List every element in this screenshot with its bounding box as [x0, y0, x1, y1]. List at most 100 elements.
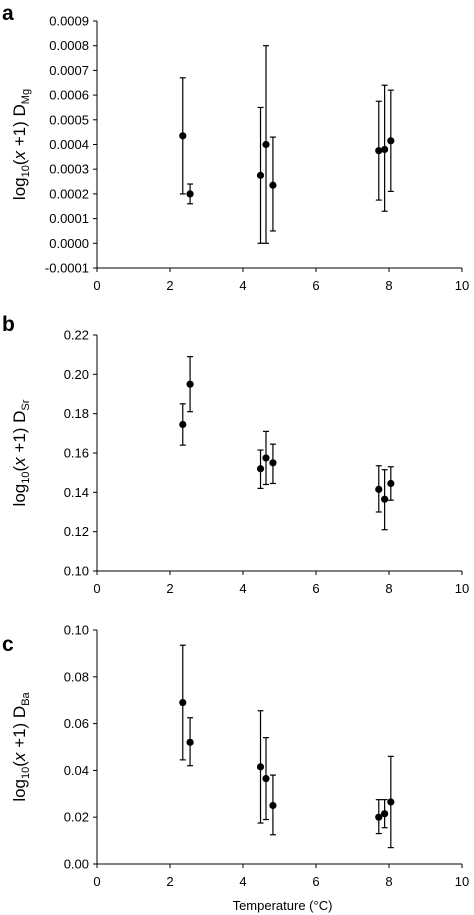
x-tick-label: 8: [385, 278, 392, 293]
x-tick-label: 10: [455, 278, 469, 293]
x-tick-label: 10: [455, 581, 469, 596]
data-point: [387, 479, 395, 488]
y-label-log: log: [10, 484, 29, 507]
data-point-group: [179, 644, 187, 761]
data-point: [256, 465, 265, 473]
y-tick-label: 0.10: [64, 564, 89, 579]
data-point-group: [262, 737, 270, 821]
data-point-group: [381, 469, 389, 531]
y-label-paren: (: [10, 466, 29, 472]
y-axis-label: log10(x +1) DBa: [10, 691, 32, 801]
data-point: [179, 132, 187, 140]
x-tick-label: 2: [166, 874, 173, 889]
x-tick-label: 10: [455, 874, 469, 889]
y-label-sub2: Mg: [20, 89, 32, 104]
x-tick-label: 0: [93, 278, 100, 293]
panel-letter: b: [2, 313, 15, 336]
y-tick-label: 0.02: [64, 810, 89, 825]
x-tick-label: 2: [166, 581, 173, 596]
y-tick-label: 0.0004: [49, 137, 89, 152]
data-point: [375, 813, 383, 821]
data-point: [387, 137, 395, 145]
data-point: [381, 810, 389, 818]
data-point-group: [381, 84, 389, 212]
x-axis-label: Temperature (°C): [233, 898, 333, 913]
data-point-group: [262, 45, 270, 244]
x-tick-label: 2: [166, 278, 173, 293]
data-point-group: [186, 356, 194, 413]
data-point-group: [269, 443, 277, 485]
data-point: [262, 454, 270, 462]
data-point-group: [186, 183, 194, 205]
data-point: [256, 171, 265, 179]
y-axis-label: log10(x +1) DMg: [10, 89, 32, 200]
x-tick-label: 6: [312, 874, 319, 889]
data-point: [387, 798, 395, 806]
data-point: [186, 380, 194, 388]
y-label-paren: (: [10, 761, 29, 767]
panel-letter: a: [2, 2, 14, 25]
x-tick-label: 8: [385, 874, 392, 889]
data-point: [179, 420, 187, 429]
data-point-group: [186, 717, 194, 767]
panel-a: -0.0001 0.0000 0.0001 0.0002 0.0003 0.0004 0.0…: [2, 2, 469, 293]
y-label-x: x: [10, 752, 29, 762]
y-label-log: log: [10, 779, 29, 802]
data-point: [375, 485, 383, 493]
data-point: [381, 495, 389, 503]
y-tick-label: 0.04: [64, 763, 89, 778]
data-point: [186, 190, 194, 198]
y-tick-label: 0.08: [64, 669, 89, 684]
data-point: [269, 801, 277, 810]
y-label-sub1: 10: [20, 165, 32, 177]
y-tick-label: 0.0002: [49, 186, 89, 201]
data-point-group: [387, 755, 395, 849]
x-tick-label: 0: [93, 581, 100, 596]
data-point-group: [256, 449, 265, 489]
panel-letter: c: [2, 633, 14, 656]
data-point-group: [387, 466, 395, 501]
y-tick-label: -0.0001: [45, 261, 89, 276]
data-point-group: [375, 799, 383, 835]
data-point-group: [387, 89, 395, 193]
y-tick-label: 0.14: [64, 485, 89, 500]
y-tick-label: 0.12: [64, 524, 89, 539]
data-point-group: [375, 100, 383, 201]
x-tick-label: 6: [312, 278, 319, 293]
y-tick-label: 0.06: [64, 716, 89, 731]
y-tick-label: 0.0005: [49, 112, 89, 127]
data-point-group: [269, 774, 277, 836]
y-tick-label: 0.00: [64, 857, 89, 872]
y-label-x: x: [10, 457, 29, 467]
data-point-group: [269, 136, 277, 232]
y-tick-label: 0.16: [64, 446, 89, 461]
y-label-paren: (: [10, 159, 29, 165]
y-tick-label: 0.0009: [49, 14, 89, 29]
data-point-group: [256, 710, 265, 824]
x-tick-label: 8: [385, 581, 392, 596]
data-point: [186, 738, 194, 746]
data-point: [269, 181, 277, 189]
data-point-group: [256, 106, 265, 244]
y-label-rest: +1) D: [10, 706, 29, 753]
data-point-group: [381, 799, 389, 829]
y-label-x: x: [10, 150, 29, 160]
data-point: [179, 698, 187, 707]
x-tick-label: 0: [93, 874, 100, 889]
data-point-group: [179, 403, 187, 446]
y-tick-label: 0.0003: [49, 162, 89, 177]
panel-c: 0.00 0.02 0.04 0.06 0.08 0.10 0 2 4 6 8 10 c log10(x …: [2, 623, 469, 914]
y-tick-label: 0.20: [64, 367, 89, 382]
data-point: [262, 774, 270, 783]
y-label-sub1: 10: [20, 767, 32, 779]
x-tick-label: 4: [239, 874, 246, 889]
data-point: [256, 763, 265, 771]
y-label-sub2: Sr: [20, 399, 32, 410]
y-label-sub1: 10: [20, 472, 32, 484]
data-point: [269, 459, 277, 467]
y-label-sub2: Ba: [20, 691, 32, 705]
y-tick-label: 0.0007: [49, 63, 89, 78]
x-tick-label: 6: [312, 581, 319, 596]
y-axis-label: log10(x +1) DSr: [10, 399, 32, 506]
